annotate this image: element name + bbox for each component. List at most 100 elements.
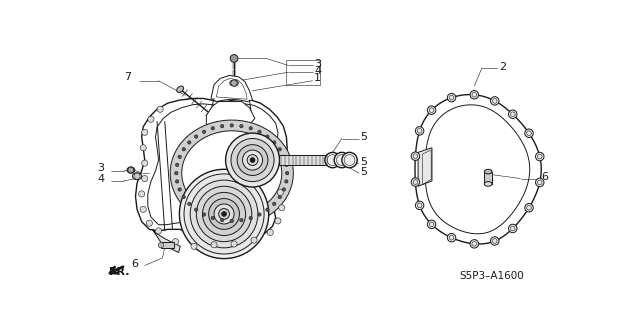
Circle shape <box>411 152 420 160</box>
Polygon shape <box>136 99 287 244</box>
Polygon shape <box>484 172 492 184</box>
Text: 4: 4 <box>314 66 321 76</box>
Circle shape <box>267 229 273 236</box>
Text: 5: 5 <box>360 132 367 142</box>
Circle shape <box>211 127 214 130</box>
Circle shape <box>447 93 456 102</box>
Text: 5: 5 <box>360 156 367 167</box>
Polygon shape <box>418 148 432 186</box>
Circle shape <box>178 188 181 191</box>
Circle shape <box>175 180 179 183</box>
Circle shape <box>220 124 224 128</box>
Polygon shape <box>152 229 180 252</box>
Circle shape <box>175 172 178 175</box>
Circle shape <box>140 145 147 151</box>
Ellipse shape <box>127 167 135 173</box>
Circle shape <box>195 208 198 212</box>
Circle shape <box>148 116 154 122</box>
Text: 1: 1 <box>314 73 321 84</box>
Circle shape <box>231 241 237 247</box>
Circle shape <box>221 212 227 216</box>
Circle shape <box>140 206 147 212</box>
Ellipse shape <box>177 86 184 92</box>
Circle shape <box>415 201 424 210</box>
Circle shape <box>141 175 148 182</box>
Circle shape <box>250 158 255 162</box>
Circle shape <box>490 97 499 105</box>
Circle shape <box>285 180 288 183</box>
Circle shape <box>285 172 289 175</box>
Circle shape <box>415 127 424 135</box>
Circle shape <box>191 243 197 249</box>
Circle shape <box>249 127 252 130</box>
Circle shape <box>202 192 246 236</box>
Circle shape <box>342 152 357 168</box>
Circle shape <box>240 124 243 128</box>
Polygon shape <box>206 101 255 131</box>
Ellipse shape <box>132 173 141 180</box>
Circle shape <box>225 133 280 187</box>
Text: 3: 3 <box>314 59 321 69</box>
Circle shape <box>428 220 436 228</box>
Text: 4: 4 <box>97 173 104 184</box>
Polygon shape <box>182 131 282 215</box>
Circle shape <box>266 208 269 212</box>
Polygon shape <box>280 155 328 165</box>
Circle shape <box>536 178 544 187</box>
Circle shape <box>247 155 258 165</box>
Circle shape <box>141 129 148 135</box>
Circle shape <box>278 148 282 151</box>
Circle shape <box>214 204 234 224</box>
Circle shape <box>231 80 237 86</box>
Polygon shape <box>211 75 253 101</box>
Circle shape <box>243 150 262 170</box>
Circle shape <box>536 152 544 161</box>
Circle shape <box>249 216 252 220</box>
Circle shape <box>490 237 499 245</box>
Circle shape <box>525 129 533 138</box>
Circle shape <box>278 195 282 199</box>
Polygon shape <box>415 95 541 244</box>
Text: FR.: FR. <box>109 267 130 277</box>
Ellipse shape <box>230 80 238 86</box>
Ellipse shape <box>484 169 492 174</box>
Polygon shape <box>170 120 293 226</box>
Circle shape <box>411 178 420 186</box>
Circle shape <box>220 219 224 222</box>
Circle shape <box>277 189 284 196</box>
Circle shape <box>285 163 288 166</box>
Ellipse shape <box>484 182 492 186</box>
Circle shape <box>202 130 205 133</box>
Circle shape <box>525 204 533 212</box>
Circle shape <box>273 141 276 144</box>
Circle shape <box>147 220 152 226</box>
Circle shape <box>266 135 269 138</box>
Circle shape <box>139 191 145 197</box>
Circle shape <box>179 169 269 259</box>
Text: 3: 3 <box>97 163 104 173</box>
Circle shape <box>175 163 179 166</box>
Circle shape <box>325 152 340 168</box>
Text: 6: 6 <box>541 172 548 182</box>
Circle shape <box>279 205 285 211</box>
Text: 7: 7 <box>124 72 131 82</box>
Circle shape <box>447 234 456 242</box>
Circle shape <box>231 139 274 182</box>
Circle shape <box>509 224 517 233</box>
Circle shape <box>188 202 191 205</box>
Circle shape <box>157 106 163 112</box>
Circle shape <box>230 124 234 127</box>
Text: 6: 6 <box>131 259 138 269</box>
Circle shape <box>219 209 230 219</box>
Circle shape <box>334 152 349 168</box>
Circle shape <box>156 228 162 234</box>
Circle shape <box>190 180 258 248</box>
Polygon shape <box>161 243 174 248</box>
Circle shape <box>182 195 186 199</box>
Circle shape <box>275 218 281 224</box>
Circle shape <box>282 188 285 191</box>
Circle shape <box>196 186 252 242</box>
Circle shape <box>251 237 257 243</box>
Circle shape <box>428 106 436 114</box>
Circle shape <box>172 239 179 245</box>
